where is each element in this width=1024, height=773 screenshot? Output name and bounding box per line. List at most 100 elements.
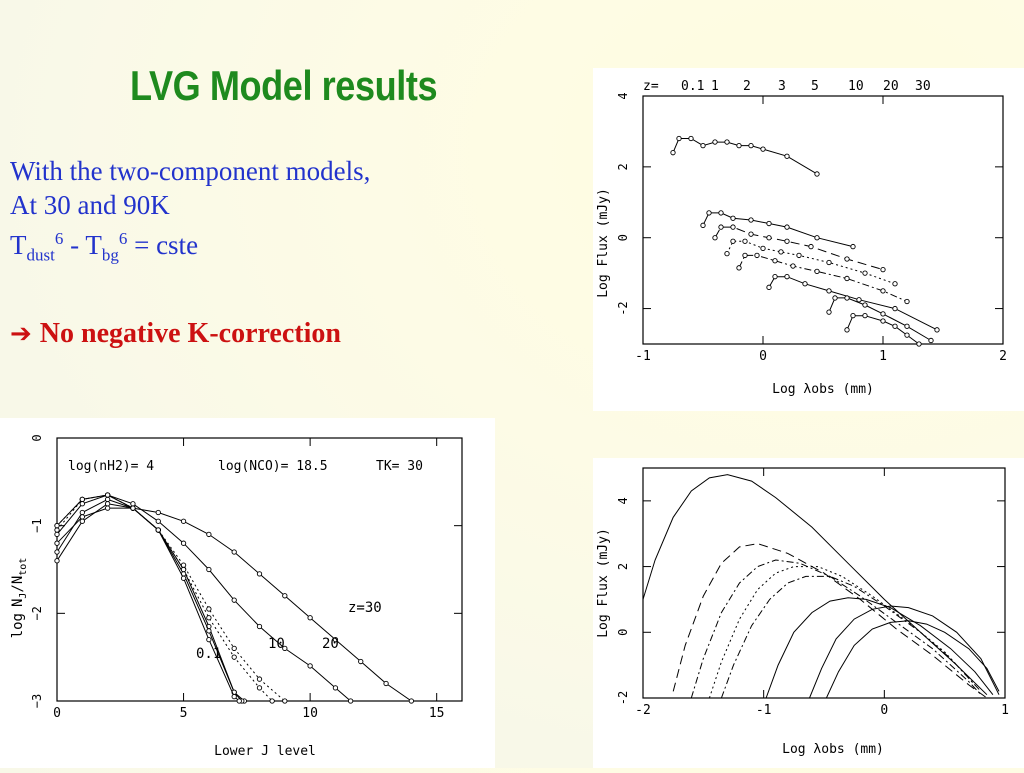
data-point <box>826 288 832 294</box>
y-tick-label: −3 <box>30 694 44 708</box>
series-line-1 <box>672 543 988 698</box>
conclusion-text: No negative K-correction <box>39 318 341 349</box>
x-tick-label: 0 <box>759 349 767 364</box>
data-point <box>282 645 288 652</box>
slide-body: With the two-component models, At 30 and… <box>10 154 370 272</box>
x-tick-label: -2 <box>635 703 651 718</box>
data-point <box>772 258 778 264</box>
data-point <box>748 142 754 149</box>
legend-z-5: 10 <box>848 79 864 94</box>
data-point <box>155 518 161 524</box>
data-point <box>676 135 682 142</box>
series-line-0 <box>57 503 245 701</box>
svg-text:logNJ/Ntot: log NJ/Ntot <box>10 558 29 639</box>
series-line-5 <box>768 276 938 331</box>
data-point <box>814 268 820 275</box>
data-point <box>54 558 60 564</box>
data-point <box>760 245 766 251</box>
series-line-5 <box>57 494 351 701</box>
sed-model-panel: -2 -1 0 1 -2 0 2 4 Log λobs (mm) Log Flux (mJy) <box>593 458 1024 768</box>
data-point <box>808 243 814 250</box>
x-axis-label: Log λobs (mm) <box>782 742 884 757</box>
data-point <box>928 337 934 344</box>
data-point <box>742 238 748 244</box>
y-tick-label: −2 <box>30 606 44 620</box>
x-tick-label: 2 <box>999 349 1007 364</box>
data-point <box>180 575 187 581</box>
y-tick-label: 2 <box>616 163 630 170</box>
data-point <box>844 256 850 262</box>
series-line-0 <box>672 138 818 175</box>
data-point <box>231 597 237 603</box>
data-point <box>730 238 736 244</box>
data-point <box>736 265 742 271</box>
series-line-4 <box>720 575 982 698</box>
data-point <box>307 615 313 621</box>
data-point <box>892 281 898 287</box>
series-line-2 <box>690 559 982 698</box>
series-line-5 <box>765 597 994 698</box>
data-point <box>54 540 60 546</box>
legend-z-0: 0.1 <box>681 79 704 94</box>
data-point <box>670 150 676 156</box>
data-point <box>54 523 60 529</box>
data-point <box>700 222 706 228</box>
co-population-chart: 0 5 10 15 0 −1 −2 −3 log(nH2)= 4 log(NCO)= 18.5… <box>10 434 463 759</box>
co-population-panel: 0 5 10 15 0 −1 −2 −3 log(nH2)= 4 log(NCO)= 18.5… <box>0 418 495 768</box>
data-point <box>730 215 736 221</box>
y-axis-label: Log Flux (mJy) <box>596 188 611 298</box>
data-point <box>79 518 85 524</box>
x-tick-label: 10 <box>302 706 318 721</box>
data-point <box>54 531 60 538</box>
slide-title: LVG Model results <box>130 62 438 109</box>
data-point <box>844 295 850 301</box>
data-point <box>347 698 354 704</box>
data-point <box>934 327 940 333</box>
y-axis-label: Log Flux (mJy) <box>596 528 611 638</box>
data-point <box>862 302 868 308</box>
data-point <box>256 676 263 682</box>
data-point <box>784 153 790 159</box>
curve-label-z10: 10 <box>268 636 285 652</box>
data-point <box>231 549 237 555</box>
plot-frame <box>642 467 1006 699</box>
data-point <box>832 295 838 301</box>
data-point <box>104 505 111 511</box>
x-tick-label: 1 <box>1001 703 1009 718</box>
data-point <box>718 210 724 216</box>
data-point <box>206 615 212 621</box>
data-point <box>236 698 242 704</box>
curve-label-z30: z=30 <box>348 600 382 616</box>
data-point <box>706 210 712 216</box>
data-point <box>730 224 736 230</box>
data-point <box>332 636 339 643</box>
legend-z-6: 20 <box>883 79 899 94</box>
series-line-2 <box>57 494 240 701</box>
data-point <box>408 698 415 704</box>
x-tick-label: 0 <box>880 703 888 718</box>
right-arrow-icon: ➔ <box>10 319 32 349</box>
data-point <box>688 135 694 142</box>
x-tick-label: 15 <box>429 706 445 721</box>
data-point <box>155 527 161 533</box>
sed-model-chart: -2 -1 0 1 -2 0 2 4 Log λobs (mm) Log Flux (mJy) <box>596 467 1009 757</box>
formula-mid: - T <box>63 230 102 260</box>
data-point <box>880 318 886 324</box>
series-line-3 <box>708 566 976 698</box>
y-axis-label: log NJ/Ntot <box>10 558 29 639</box>
data-point <box>700 142 706 149</box>
formula-sub-bg: bg <box>101 245 119 265</box>
sed-redshifted-chart: z= 0.1 1 2 3 5 10 20 30 -1 0 1 2 -2 0 2 4 Log λobs (mm)… <box>596 79 1007 397</box>
data-point <box>332 685 339 691</box>
data-point <box>850 313 856 319</box>
data-point <box>772 274 778 280</box>
data-point <box>79 501 85 507</box>
ylabel-log: log <box>10 613 26 638</box>
data-point <box>180 518 187 524</box>
data-point <box>712 139 718 145</box>
series-line-6 <box>809 605 1000 698</box>
data-point <box>231 654 237 660</box>
series-line-2 <box>714 226 884 271</box>
data-point <box>862 270 868 276</box>
data-point <box>796 252 802 259</box>
